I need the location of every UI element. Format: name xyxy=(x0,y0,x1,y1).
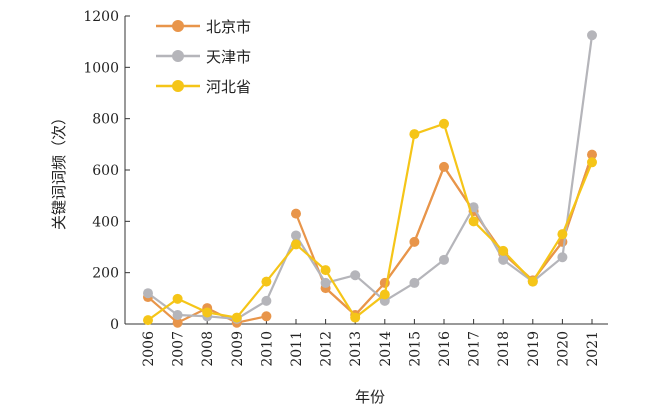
x-tick-label: 2008 xyxy=(200,331,216,367)
x-tick-label: 2006 xyxy=(141,331,157,367)
data-point xyxy=(172,293,183,304)
data-point xyxy=(587,157,597,168)
x-tick-label: 2015 xyxy=(407,331,423,367)
x-tick-label: 2019 xyxy=(526,331,542,367)
data-point xyxy=(468,216,479,227)
y-tick-label: 600 xyxy=(92,163,119,179)
legend-item: 河北省 xyxy=(156,78,251,96)
data-point xyxy=(261,311,272,322)
legend-label: 北京市 xyxy=(206,18,251,36)
data-point xyxy=(557,252,568,263)
data-point xyxy=(498,245,509,256)
x-tick-label: 2016 xyxy=(437,331,453,367)
x-tick-label: 2013 xyxy=(348,331,364,367)
series-line-segment xyxy=(294,154,594,317)
y-tick-label: 1200 xyxy=(83,9,119,25)
data-point xyxy=(350,312,361,323)
x-tick-label: 2014 xyxy=(378,331,394,367)
legend-marker xyxy=(172,80,184,92)
data-point xyxy=(498,254,509,265)
series-layer xyxy=(143,30,597,328)
data-point xyxy=(439,118,449,129)
x-tick-label: 2011 xyxy=(289,331,305,367)
x-ticks: 2006 2007 2008 2009 2010 2011 2012 2013 2014 2015… xyxy=(141,319,601,367)
data-point xyxy=(261,276,272,287)
data-point xyxy=(143,315,153,326)
data-point xyxy=(557,229,568,240)
data-point xyxy=(172,310,183,321)
legend-item: 天津市 xyxy=(156,48,251,66)
legend-label: 河北省 xyxy=(206,78,251,96)
y-tick-label: 800 xyxy=(92,112,119,128)
data-point xyxy=(350,270,361,281)
legend-marker xyxy=(172,50,184,62)
x-tick-label: 2017 xyxy=(467,331,483,367)
data-point xyxy=(527,276,538,287)
x-tick-label: 2010 xyxy=(259,331,275,367)
data-point xyxy=(143,288,153,299)
y-ticks: 0 200 400 600 800 1000 1200 xyxy=(83,9,130,333)
data-point xyxy=(587,149,597,160)
data-point xyxy=(409,277,420,288)
y-axis-title: 关键词词频（次） xyxy=(50,110,68,230)
data-point xyxy=(379,289,390,300)
x-tick-label: 2007 xyxy=(171,331,187,367)
x-tick-label: 2021 xyxy=(585,331,601,367)
data-point xyxy=(261,295,272,306)
x-axis-title: 年份 xyxy=(355,388,385,406)
data-point xyxy=(409,236,420,247)
series-line xyxy=(147,122,594,321)
y-tick-label: 0 xyxy=(110,317,119,333)
y-tick-label: 400 xyxy=(92,214,119,230)
series-1 xyxy=(143,149,597,328)
legend-item: 北京市 xyxy=(156,18,251,36)
data-point xyxy=(291,208,301,219)
series-3 xyxy=(143,118,597,326)
y-tick-label: 1000 xyxy=(83,60,119,76)
data-point xyxy=(320,277,331,288)
series-line xyxy=(147,35,594,320)
data-point xyxy=(202,307,213,318)
legend-marker xyxy=(172,20,184,32)
x-tick-label: 2018 xyxy=(496,331,512,367)
data-point xyxy=(172,317,183,328)
data-point xyxy=(291,239,301,250)
x-tick-label: 2020 xyxy=(555,331,571,367)
data-point xyxy=(231,312,242,323)
y-tick-label: 200 xyxy=(92,266,119,282)
data-point xyxy=(291,230,301,241)
data-point xyxy=(439,161,449,172)
legend-label: 天津市 xyxy=(206,48,251,66)
data-point xyxy=(439,254,449,265)
data-point xyxy=(587,30,597,41)
data-point xyxy=(409,129,420,140)
x-tick-label: 2012 xyxy=(319,331,335,367)
x-tick-label: 2009 xyxy=(230,331,246,367)
data-point xyxy=(320,265,331,276)
